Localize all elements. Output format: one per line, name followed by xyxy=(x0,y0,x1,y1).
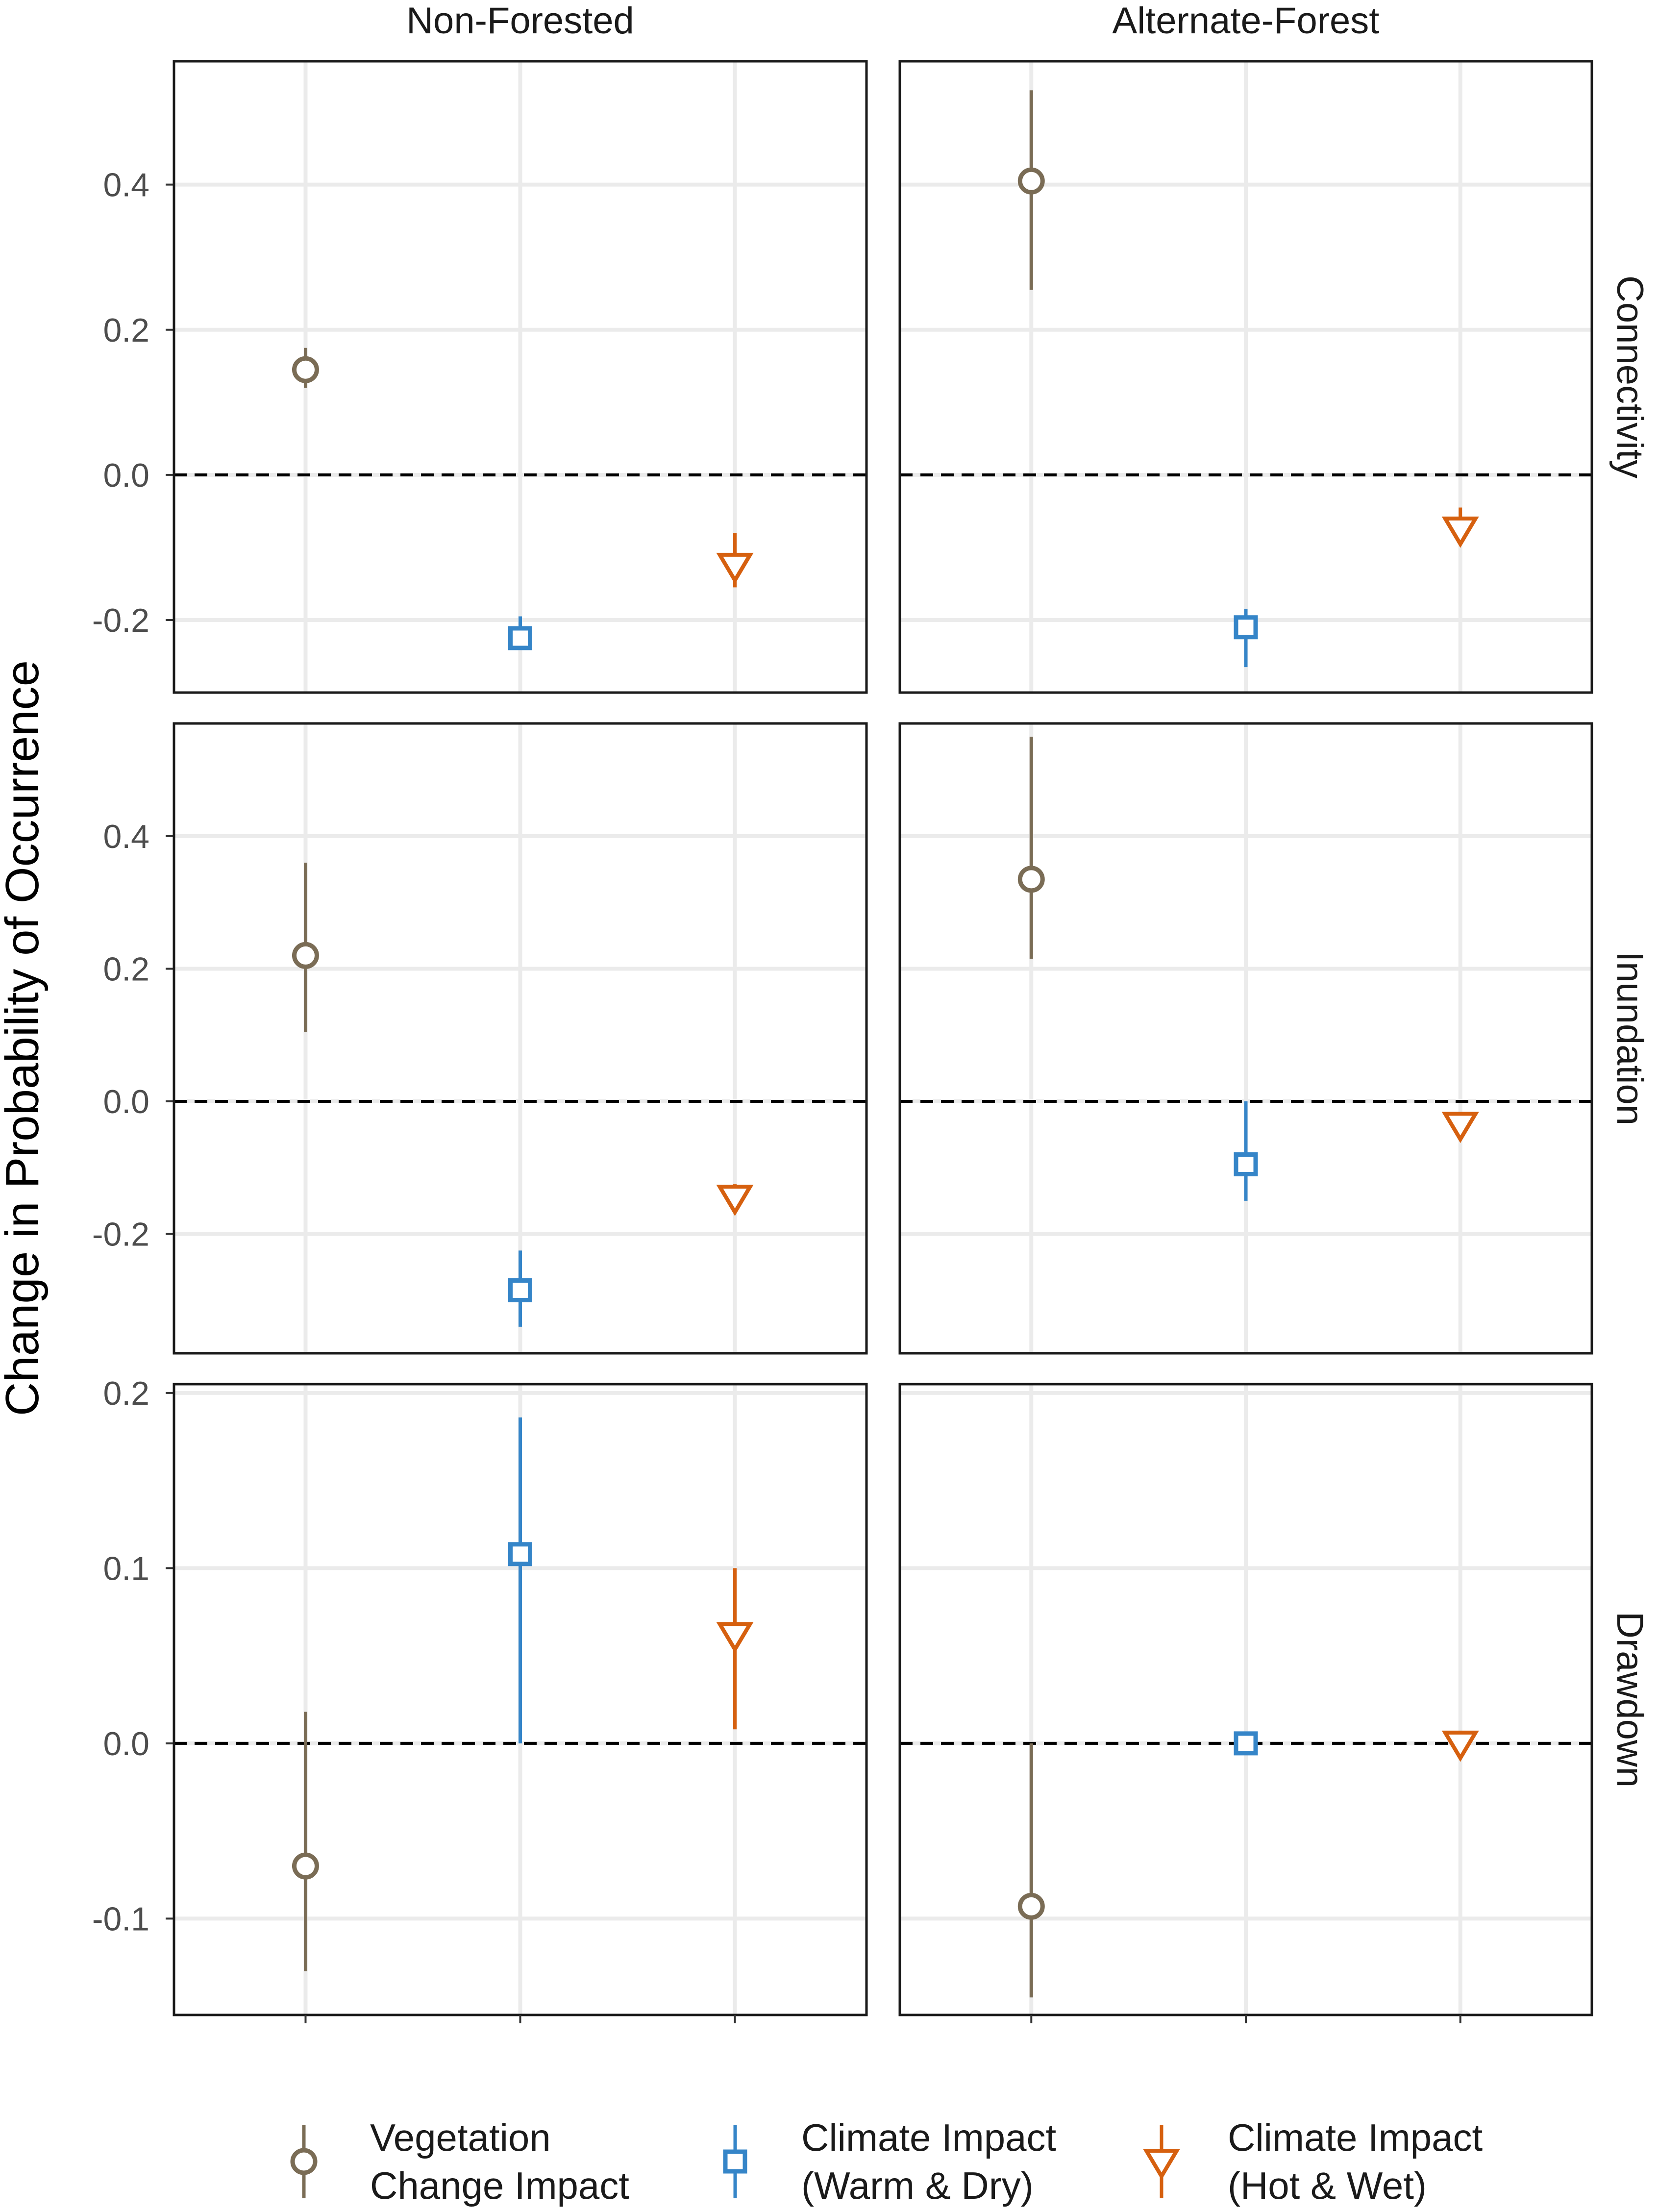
panel-border xyxy=(173,60,868,694)
point-circle xyxy=(1017,167,1045,195)
legend-key-triangle xyxy=(1142,2149,1181,2180)
y-tick-label: -0.2 xyxy=(92,602,149,639)
row-strip-inundation: Inundation xyxy=(1609,951,1651,1125)
point-circle xyxy=(1017,866,1045,893)
panel-connectivity-non-forested xyxy=(173,60,868,694)
point-square xyxy=(508,1542,532,1566)
legend-label: Change Impact xyxy=(370,2164,629,2207)
point-square xyxy=(1234,1152,1258,1176)
legend-item-2: Climate Impact (Hot & Wet) xyxy=(1142,2116,1483,2207)
point-square xyxy=(508,626,532,650)
point-triangle xyxy=(716,552,754,584)
point-triangle xyxy=(716,1185,754,1216)
column-strip-0: Non-Forested xyxy=(406,0,634,42)
legend-label: (Hot & Wet) xyxy=(1228,2164,1427,2207)
legend-item-1: Climate Impact (Warm & Dry) xyxy=(723,2116,1056,2207)
point-triangle xyxy=(1441,1730,1479,1762)
point-circle xyxy=(292,942,319,969)
legend-label: Climate Impact xyxy=(1228,2116,1483,2159)
panel-drawdown-alternate-forest xyxy=(898,1383,1593,2016)
panel-inundation-non-forested xyxy=(173,722,868,1355)
legend-key-square xyxy=(723,2149,747,2174)
legend-item-0: Vegetation Change Impact xyxy=(290,2116,629,2207)
y-tick-label: 0.2 xyxy=(103,312,149,349)
legend-label: Vegetation xyxy=(370,2116,551,2159)
y-axis-title: Change in Probability of Occurrence xyxy=(0,660,49,1416)
point-circle xyxy=(292,1852,319,1880)
y-tick-label: 0.4 xyxy=(103,818,149,855)
y-tick-label: 0.2 xyxy=(103,950,149,988)
point-triangle xyxy=(1441,1112,1479,1143)
panel-border xyxy=(898,722,1593,1355)
point-triangle xyxy=(1441,516,1479,548)
legend-label: (Warm & Dry) xyxy=(801,2164,1034,2207)
point-square xyxy=(1234,615,1258,640)
point-circle xyxy=(1017,1892,1045,1920)
row-strip-drawdown: Drawdown xyxy=(1609,1612,1651,1788)
y-tick-label: 0.4 xyxy=(103,167,149,204)
point-square xyxy=(508,1278,532,1302)
legend-key-circle xyxy=(290,2148,318,2175)
y-tick-label: 0.0 xyxy=(103,1083,149,1120)
panel-connectivity-alternate-forest xyxy=(898,60,1593,694)
point-square xyxy=(1234,1731,1258,1756)
y-tick-label: -0.2 xyxy=(92,1216,149,1253)
y-tick-label: 0.1 xyxy=(103,1550,149,1587)
row-strip-connectivity: Connectivity xyxy=(1609,275,1651,478)
y-tick-label: 0.0 xyxy=(103,457,149,494)
y-tick-label: -0.1 xyxy=(92,1900,149,1938)
panel-inundation-alternate-forest xyxy=(898,722,1593,1355)
panel-border xyxy=(173,722,868,1355)
y-tick-label: 0.0 xyxy=(103,1725,149,1763)
panel-drawdown-non-forested xyxy=(173,1383,868,2016)
panel-border xyxy=(898,60,1593,694)
point-circle xyxy=(292,356,319,383)
legend-label: Climate Impact xyxy=(801,2116,1056,2159)
point-triangle xyxy=(716,1622,754,1654)
y-tick-label: 0.2 xyxy=(103,1375,149,1412)
column-strip-1: Alternate-Forest xyxy=(1113,0,1380,42)
